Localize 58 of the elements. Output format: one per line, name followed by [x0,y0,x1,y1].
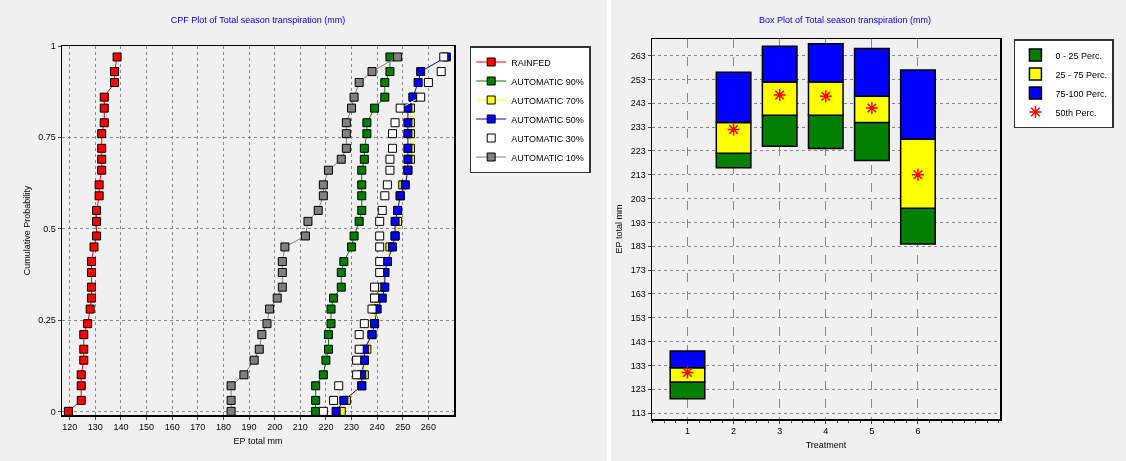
legend-label: AUTOMATIC 50% [511,114,584,125]
x-axis-title: EP total mm [233,435,283,446]
x-tick-label: 220 [318,422,334,433]
legend-label: AUTOMATIC 10% [511,152,584,163]
x-tick-label: 200 [267,422,283,433]
y-tick-label: 153 [630,312,646,323]
y-tick-label: 253 [630,74,646,85]
x-tick-label: 4 [823,426,829,437]
y-tick-label: 243 [630,98,646,109]
legend-label: AUTOMATIC 70% [511,95,584,106]
x-tick-label: 260 [420,422,436,433]
y-tick-label: 133 [630,360,646,371]
x-tick-label: 190 [241,422,257,433]
x-tick-label: 3 [777,426,783,437]
x-tick-label: 160 [164,422,180,433]
y-tick-label: 203 [630,193,646,204]
x-axis-title: Treatment [805,439,847,450]
chart-title: Box Plot of Total season transpiration (mm) [759,15,931,26]
y-tick-label: 123 [630,384,646,395]
y-tick-label: 113 [631,408,646,419]
y-tick-label: 193 [630,217,646,228]
x-tick-label: 150 [139,422,155,433]
y-tick-label: 233 [630,122,646,133]
x-tick-label: 240 [369,422,385,433]
y-tick-label: 263 [630,50,646,61]
y-tick-label: 1 [50,41,56,52]
x-tick-label: 1 [684,426,690,437]
y-tick-label: 0.25 [38,315,56,326]
y-tick-label: 0.5 [43,223,56,234]
y-tick-label: 143 [630,336,646,347]
y-tick-label: 183 [630,241,646,252]
y-tick-label: 0.75 [38,132,56,143]
legend-label: 75-100 Perc. [1055,88,1107,99]
x-tick-label: 2 [731,426,737,437]
x-tick-label: 120 [62,422,78,433]
y-tick-label: 213 [630,169,646,180]
x-tick-label: 250 [395,422,411,433]
legend-label: 25 - 75 Perc. [1055,69,1107,80]
y-tick-label: 0 [50,406,56,417]
legend-label: AUTOMATIC 30% [511,133,584,144]
y-tick-label: 163 [630,289,646,300]
x-tick-label: 130 [87,422,103,433]
legend-label: RAINFED [511,57,552,68]
x-tick-label: 210 [292,422,308,433]
x-tick-label: 180 [215,422,231,433]
x-tick-label: 230 [344,422,360,433]
legend-label: AUTOMATIC 90% [511,76,584,87]
x-tick-label: 170 [190,422,206,433]
legend-label: 50th Perc. [1055,107,1097,118]
y-tick-label: 173 [630,265,646,276]
legend-label: 0 - 25 Perc. [1055,50,1102,61]
x-tick-label: 5 [869,426,875,437]
y-axis-title: Cumulative Probability [21,185,32,276]
y-tick-label: 223 [630,146,646,157]
x-tick-label: 6 [915,426,921,437]
x-tick-label: 140 [113,422,129,433]
chart-title: CPF Plot of Total season transpiration (mm) [170,15,346,26]
y-axis-title: EP total mm [614,204,625,254]
